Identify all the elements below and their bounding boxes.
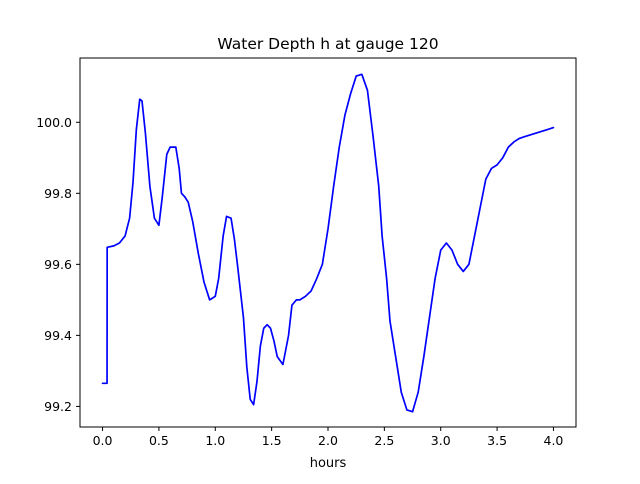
series-layer [101,73,555,413]
x-tick-label: 3.5 [487,433,507,448]
x-tick-label: 2.5 [374,433,394,448]
y-tick-label: 99.4 [44,328,72,343]
series-line-0 [101,73,555,413]
x-tick-label: 2.0 [318,433,338,448]
x-tick-label: 1.5 [262,433,282,448]
y-tick-label: 99.6 [44,257,72,272]
x-axis-label: hours [310,456,347,471]
x-tick-label: 3.0 [431,433,451,448]
x-tick-label: 0.0 [93,433,113,448]
x-tick-label: 4.0 [544,433,564,448]
plot-area [80,58,576,427]
y-tick-label: 100.0 [36,115,72,130]
y-tick-label: 99.8 [44,186,72,201]
plot-frame [79,57,577,428]
y-axis-ticks: 99.2 99.4 99.6 99.8 100.0 [36,115,80,414]
chart-title: Water Depth h at gauge 120 [217,35,438,53]
x-axis-ticks: 0.0 0.5 1.0 1.5 2.0 2.5 3.0 3.5 4.0 [93,427,564,448]
x-tick-label: 1.0 [205,433,225,448]
x-tick-label: 0.5 [149,433,169,448]
y-tick-label: 99.2 [44,399,72,414]
